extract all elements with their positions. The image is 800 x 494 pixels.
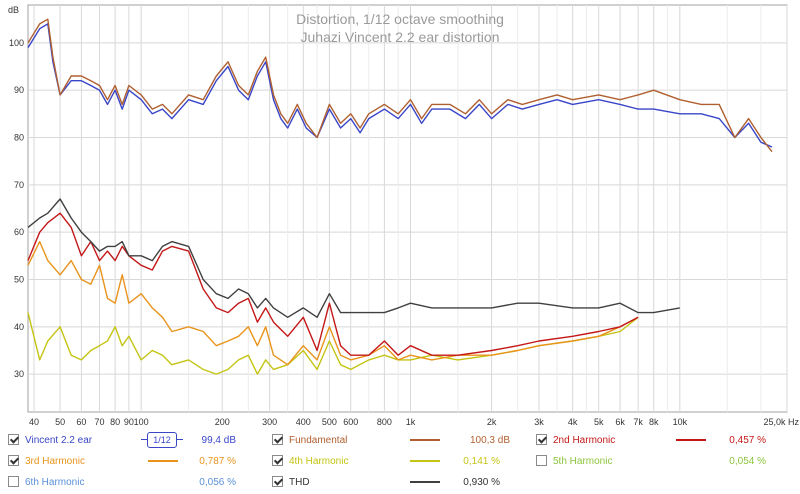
- fundamental-value: 100,3 dB: [469, 435, 510, 446]
- x-tick-label: 7k: [633, 417, 643, 427]
- y-axis-label: dB: [8, 5, 19, 15]
- x-tick-label: 400: [296, 417, 311, 427]
- h4-checkbox[interactable]: [272, 455, 283, 466]
- series-lines: [27, 18, 773, 375]
- h5-value: 0,054 %: [729, 456, 766, 467]
- y-tick-label: 90: [14, 85, 24, 95]
- fundamental-checkbox[interactable]: [272, 434, 283, 445]
- chart-subtitle: Juhazi Vincent 2.2 ear distortion: [301, 29, 500, 45]
- legend-row-3: 6th Harmonic 0,056 % THD 0,930 %: [0, 472, 800, 492]
- series-line-3rd-harmonic: [27, 240, 639, 366]
- x-tick-label: 10k: [673, 417, 688, 427]
- h2-label: 2nd Harmonic: [553, 435, 616, 446]
- x-tick-label: 80: [110, 417, 120, 427]
- h4-swatch: [410, 460, 440, 462]
- x-tick-label: 40: [29, 417, 39, 427]
- x-tick-label: 90: [124, 417, 134, 427]
- chart-title: Distortion, 1/12 octave smoothing: [296, 11, 504, 27]
- h3-swatch: [148, 460, 178, 462]
- thd-swatch: [410, 481, 440, 483]
- x-tick-label: 25,0k Hz: [763, 417, 799, 427]
- x-tick-label: 2k: [487, 417, 497, 427]
- legend-row-2: 3rd Harmonic 0,787 % 4th Harmonic 0,141 …: [0, 451, 800, 471]
- x-tick-label: 3k: [534, 417, 544, 427]
- h6-checkbox[interactable]: [8, 476, 19, 487]
- fundamental-label: Fundamental: [289, 435, 348, 446]
- x-tick-label: 4k: [568, 417, 578, 427]
- x-tick-label: 60: [76, 417, 86, 427]
- thd-label: THD: [289, 477, 310, 488]
- fundamental-swatch: [410, 439, 440, 441]
- h4-label: 4th Harmonic: [289, 456, 349, 467]
- y-tick-label: 100: [9, 38, 24, 48]
- y-tick-label: 60: [14, 227, 24, 237]
- x-tick-label: 800: [377, 417, 392, 427]
- series-line-2nd-harmonic: [27, 212, 639, 356]
- x-tick-label: 300: [262, 417, 277, 427]
- y-tick-label: 80: [14, 133, 24, 143]
- h6-label: 6th Harmonic: [25, 477, 85, 488]
- h3-label: 3rd Harmonic: [25, 456, 86, 467]
- vincent-value: 99,4 dB: [201, 435, 236, 446]
- h5-label: 5th Harmonic: [553, 456, 613, 467]
- h6-value: 0,056 %: [199, 477, 236, 488]
- h3-value: 0,787 %: [199, 456, 236, 467]
- y-tick-label: 40: [14, 322, 24, 332]
- x-tick-label: 6k: [615, 417, 625, 427]
- vincent-checkbox[interactable]: [8, 434, 19, 445]
- h3-checkbox[interactable]: [8, 455, 19, 466]
- series-line-4th-harmonic: [27, 312, 639, 375]
- h2-swatch: [676, 439, 706, 441]
- x-tick-label: 100: [134, 417, 149, 427]
- plot-area: [27, 4, 788, 413]
- h2-checkbox[interactable]: [536, 434, 547, 445]
- legend-row-1: Vincent 2.2 ear 1/12 99,4 dB Fundamental…: [0, 430, 800, 450]
- h5-checkbox[interactable]: [536, 455, 547, 466]
- h4-value: 0,141 %: [463, 456, 500, 467]
- h2-value: 0,457 %: [729, 435, 766, 446]
- grid: [28, 5, 788, 412]
- series-line-thd: [27, 198, 680, 318]
- x-tick-label: 70: [94, 417, 104, 427]
- y-tick-label: 70: [14, 180, 24, 190]
- y-tick-label: 30: [14, 369, 24, 379]
- vincent-label: Vincent 2.2 ear: [25, 435, 93, 446]
- series-line-fundamental: [27, 18, 773, 153]
- x-tick-label: 500: [322, 417, 337, 427]
- x-tick-label: 8k: [649, 417, 659, 427]
- thd-checkbox[interactable]: [272, 476, 283, 487]
- y-tick-label: 50: [14, 274, 24, 284]
- x-tick-label: 200: [215, 417, 230, 427]
- x-tick-label: 5k: [594, 417, 604, 427]
- x-tick-label: 50: [55, 417, 65, 427]
- legend-panel: Vincent 2.2 ear 1/12 99,4 dB Fundamental…: [0, 428, 800, 494]
- thd-value: 0,930 %: [463, 477, 500, 488]
- smoothing-button[interactable]: 1/12: [141, 432, 183, 448]
- x-tick-label: 1k: [406, 417, 416, 427]
- x-tick-label: 600: [343, 417, 358, 427]
